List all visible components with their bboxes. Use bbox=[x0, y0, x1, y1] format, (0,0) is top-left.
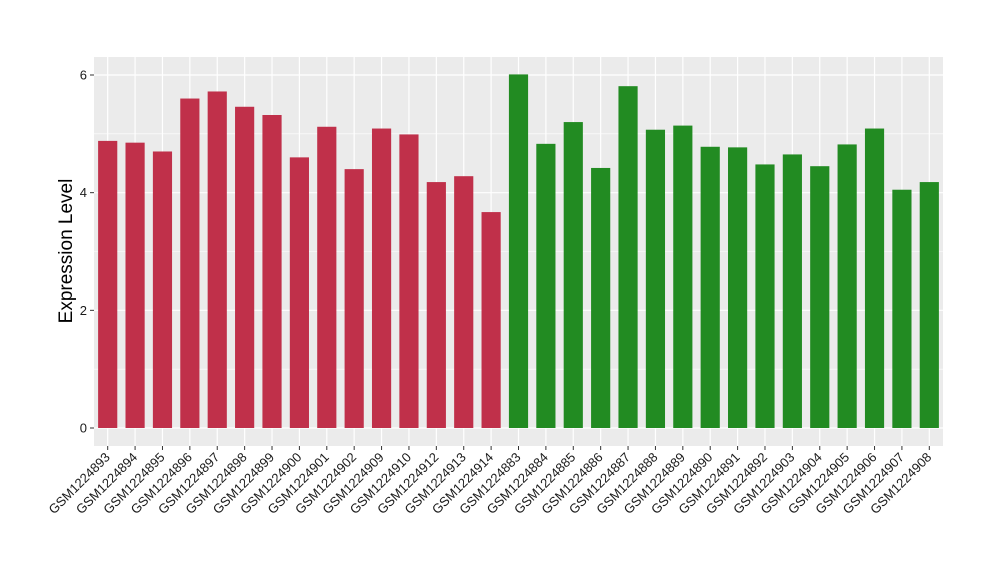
bar-GSM1224908 bbox=[919, 182, 939, 428]
bar-GSM1224910 bbox=[399, 134, 419, 428]
bar-GSM1224903 bbox=[782, 154, 802, 429]
bar-GSM1224905 bbox=[837, 144, 857, 428]
bar-GSM1224912 bbox=[426, 182, 446, 428]
bar-GSM1224886 bbox=[591, 167, 611, 428]
bar-GSM1224900 bbox=[289, 157, 309, 428]
bar-GSM1224883 bbox=[508, 74, 529, 428]
bar-GSM1224884 bbox=[536, 143, 556, 428]
y-tick-label: 4 bbox=[80, 185, 87, 200]
bar-GSM1224885 bbox=[563, 122, 583, 429]
bar-GSM1224899 bbox=[262, 115, 282, 429]
bar-GSM1224889 bbox=[673, 125, 693, 428]
bar-GSM1224888 bbox=[645, 129, 666, 428]
bar-GSM1224891 bbox=[728, 147, 748, 429]
bar-GSM1224895 bbox=[152, 151, 173, 428]
bar-GSM1224893 bbox=[98, 140, 118, 429]
bar-GSM1224896 bbox=[180, 98, 200, 429]
bar-GSM1224914 bbox=[481, 212, 501, 428]
bar-GSM1224894 bbox=[125, 142, 145, 429]
y-tick-label: 2 bbox=[80, 303, 87, 318]
bar-GSM1224904 bbox=[810, 166, 830, 429]
x-axis: GSM1224893GSM1224894GSM1224895GSM1224896… bbox=[45, 446, 934, 517]
y-axis-title: Expression Level bbox=[56, 179, 77, 324]
bar-GSM1224898 bbox=[235, 106, 255, 429]
bar-GSM1224887 bbox=[618, 86, 638, 428]
y-tick-label: 0 bbox=[80, 421, 87, 436]
bar-GSM1224892 bbox=[755, 164, 775, 428]
bar-GSM1224907 bbox=[892, 189, 912, 428]
bar-GSM1224901 bbox=[317, 126, 337, 429]
bar-GSM1224906 bbox=[864, 128, 885, 428]
bars bbox=[98, 74, 939, 429]
bar-GSM1224897 bbox=[207, 91, 227, 429]
bar-GSM1224890 bbox=[700, 146, 720, 428]
y-tick-label: 6 bbox=[80, 68, 87, 83]
bar-GSM1224902 bbox=[344, 169, 364, 428]
y-axis: 0 2 4 6 bbox=[80, 68, 94, 436]
bar-GSM1224913 bbox=[454, 176, 474, 428]
bar-GSM1224909 bbox=[371, 128, 392, 428]
